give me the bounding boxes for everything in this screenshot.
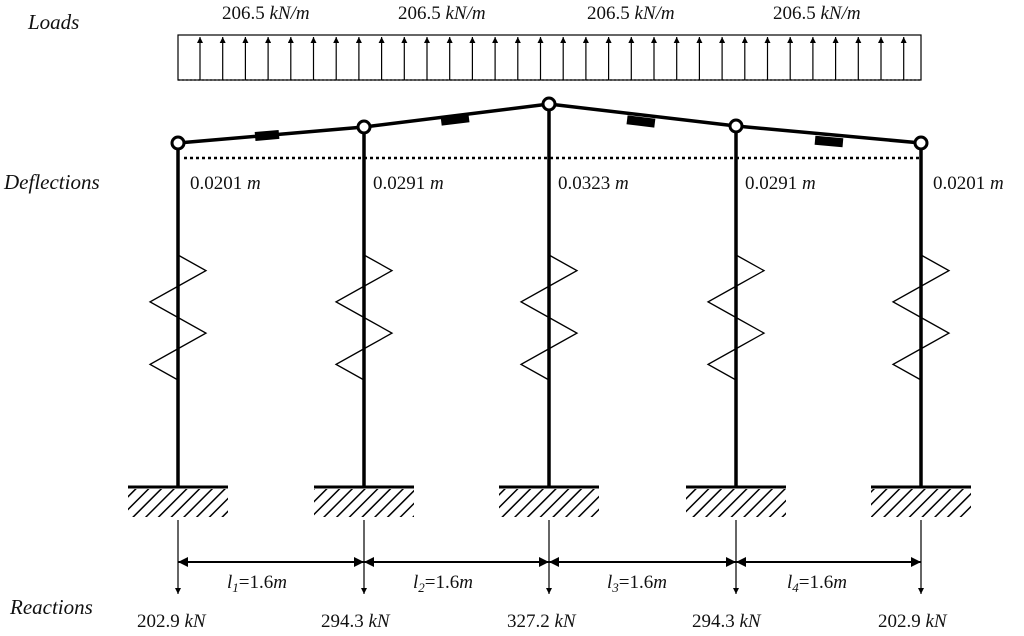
supports-group [128,104,971,594]
spring-support [871,143,971,594]
spring-zigzag [148,254,208,381]
ground-hatch [871,489,971,517]
load-label: 206.5 kN/m [587,3,675,24]
deflection-label: 0.0291 m [745,173,816,194]
ground-hatch [686,489,786,517]
reaction-label: 294.3 kN [692,611,762,632]
hinge-node [913,135,929,151]
span-label: l2=1.6m [413,572,473,595]
deflection-label: 0.0201 m [190,173,261,194]
spring-support [499,104,599,594]
spring-zigzag [334,254,394,381]
load-label: 206.5 kN/m [222,3,310,24]
deflection-label: 0.0201 m [933,173,1004,194]
reaction-label: 294.3 kN [321,611,391,632]
load-label: 206.5 kN/m [398,3,486,24]
ground-hatch [314,489,414,517]
ground-hatch [499,489,599,517]
hinge-node [728,118,744,134]
reaction-label: 327.2 kN [507,611,577,632]
reaction-label: 202.9 kN [137,611,207,632]
spring-zigzag [891,254,951,381]
spring-support [128,143,228,594]
hinge-node [356,119,372,135]
deflection-labels: 0.0201 m 0.0291 m 0.0323 m 0.0291 m 0.02… [190,173,1004,194]
spring-support [686,126,786,594]
reactions-row-label: Reactions [9,595,93,619]
ground-hatch [128,489,228,517]
beam-hinge-mark [814,135,844,148]
hinge-node [541,96,557,112]
span-label: l1=1.6m [227,572,287,595]
deflection-label: 0.0291 m [373,173,444,194]
span-labels: l1=1.6m l2=1.6m l3=1.6m l4=1.6m [227,572,847,595]
load-arrows [197,37,907,80]
deflections-row-label: Deflections [3,170,100,194]
spring-zigzag [706,254,766,381]
span-label: l3=1.6m [607,572,667,595]
load-label: 206.5 kN/m [773,3,861,24]
nodes [170,96,929,151]
loads-row-label: Loads [27,10,79,34]
beam-hinge-mark [440,113,470,126]
reaction-labels: 202.9 kN 294.3 kN 327.2 kN 294.3 kN 202.… [137,611,948,632]
distributed-load [177,34,922,81]
beam-hinge-mark [626,115,656,128]
spring-zigzag [519,254,579,381]
hinge-node [170,135,186,151]
beam-hinge-mark [254,129,280,142]
load-labels: 206.5 kN/m 206.5 kN/m 206.5 kN/m 206.5 k… [222,3,861,24]
span-label: l4=1.6m [787,572,847,595]
spring-support [314,127,414,594]
deflection-label: 0.0323 m [558,173,629,194]
reaction-label: 202.9 kN [878,611,948,632]
